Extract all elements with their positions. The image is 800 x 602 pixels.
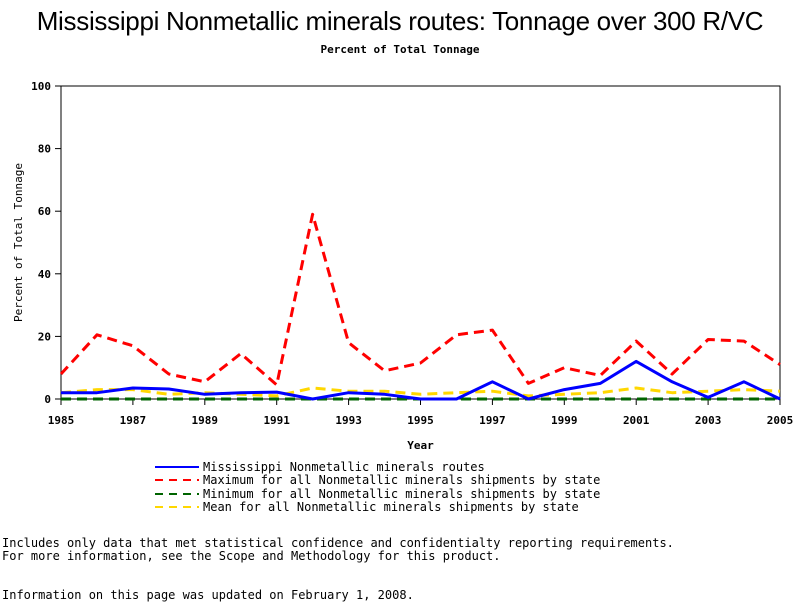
legend-item: Maximum for all Nonmetallic minerals shi…	[155, 473, 601, 488]
x-tick-label: 1987	[120, 414, 147, 427]
confidence-note: Includes only data that met statistical …	[2, 536, 674, 550]
series-line-4	[60, 386, 781, 398]
y-tick-label: 80	[38, 143, 51, 156]
legend-label: Mean for all Nonmetallic minerals shipme…	[203, 500, 579, 515]
chart-legend: Mississippi Nonmetallic minerals routes M…	[155, 460, 600, 514]
legend-label: Maximum for all Nonmetallic minerals shi…	[203, 473, 601, 488]
legend-swatch	[155, 492, 199, 495]
legend-label: Mississippi Nonmetallic minerals routes	[203, 459, 485, 474]
y-tick-label: 40	[38, 268, 51, 281]
x-axis-label: Year	[407, 439, 434, 452]
x-tick-label: 2005	[767, 414, 794, 427]
legend-item: Minimum for all Nonmetallic minerals shi…	[155, 487, 600, 501]
x-tick-label: 1991	[263, 414, 290, 427]
y-tick-label: 60	[38, 205, 51, 218]
chart-subtitle: Percent of Total Tonnage	[320, 43, 480, 56]
y-tick-label: 0	[44, 393, 51, 406]
x-tick-label: 1989	[192, 414, 219, 427]
legend-item: Mean for all Nonmetallic minerals shipme…	[155, 500, 600, 515]
legend-swatch	[155, 506, 199, 509]
x-tick-label: 1993	[335, 414, 362, 427]
legend-item: Mississippi Nonmetallic minerals routes	[155, 460, 600, 474]
series-line-2	[59, 212, 781, 387]
plot-frame	[60, 85, 781, 400]
series-line-1	[61, 359, 781, 401]
x-tick-label: 2003	[695, 414, 722, 427]
y-tick-label: 20	[38, 330, 51, 343]
x-tick-label: 1995	[407, 414, 434, 427]
x-tick-label: 1985	[48, 414, 75, 427]
x-tick-label: 1997	[479, 414, 506, 427]
update-note: Information on this page was updated on …	[2, 588, 414, 602]
legend-swatch	[155, 479, 199, 482]
x-tick-label: 2001	[623, 414, 650, 427]
y-axis-label: Percent of Total Tonnage	[12, 163, 25, 322]
x-tick-label: 1999	[551, 414, 578, 427]
y-tick-label: 100	[31, 80, 51, 93]
legend-label: Minimum for all Nonmetallic minerals shi…	[203, 486, 601, 501]
chart-title: Mississippi Nonmetallic minerals routes:…	[36, 6, 764, 36]
methodology-note: For more information, see the Scope and …	[2, 549, 501, 563]
legend-swatch	[155, 465, 199, 468]
line-chart: 0 20 40 60 80 100 1985 1987 1989 1991 1993 1995 1997…	[12, 80, 794, 452]
